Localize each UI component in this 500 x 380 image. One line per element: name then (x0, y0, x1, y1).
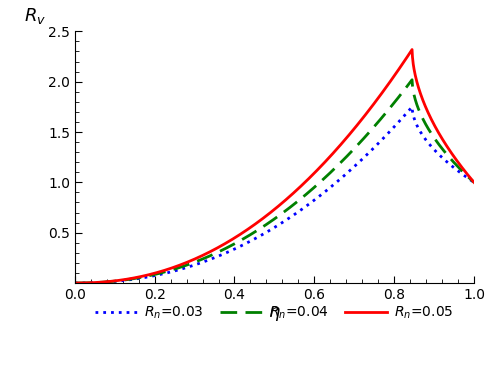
Legend: $R_n$=0.03, $R_n$=0.04, $R_n$=0.05: $R_n$=0.03, $R_n$=0.04, $R_n$=0.05 (90, 299, 459, 326)
Y-axis label: $R_v$: $R_v$ (24, 6, 46, 26)
X-axis label: $\eta$: $\eta$ (268, 305, 281, 323)
